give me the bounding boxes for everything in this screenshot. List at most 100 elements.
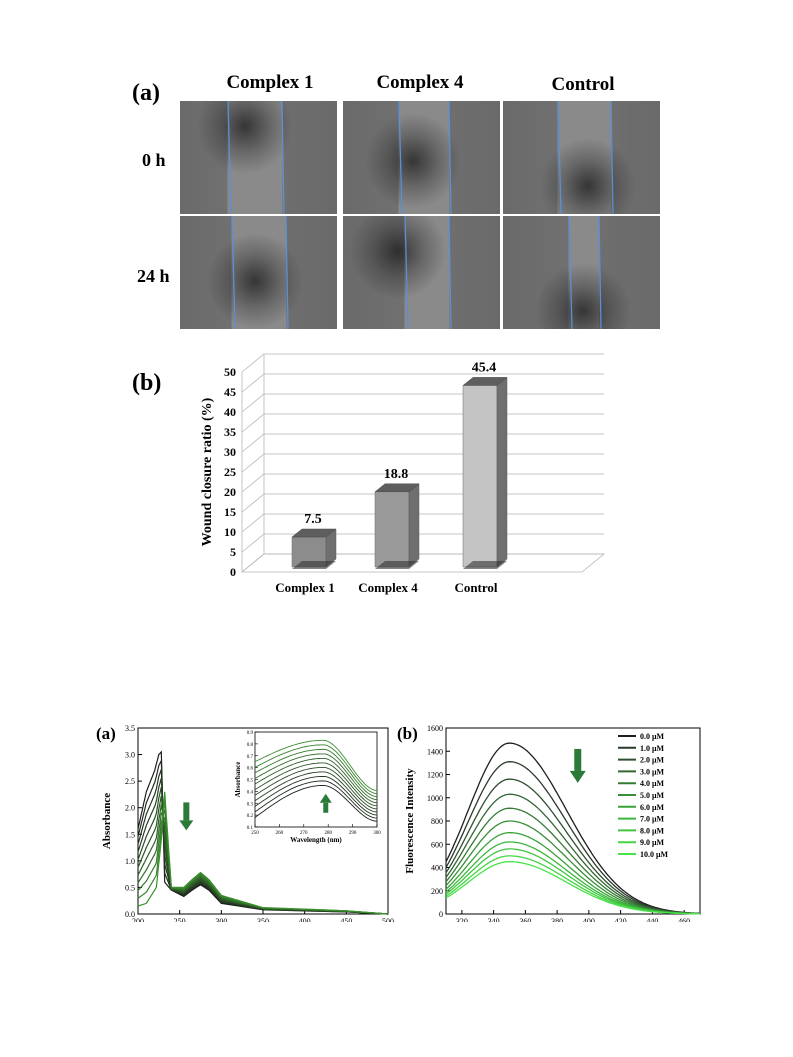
x-tick-label: 250 (174, 917, 186, 922)
legend-label: 6.0 μM (640, 803, 665, 812)
legend-label: 9.0 μM (640, 838, 665, 847)
y-tick-label: 0 (439, 910, 443, 919)
y-tick-label: 40 (224, 405, 236, 419)
y-tick-label: 15 (224, 505, 236, 519)
x-tick-label: 400 (583, 917, 595, 922)
gap-edge-left-line (568, 216, 573, 329)
inset-y-tick-label: 0.4 (247, 790, 254, 795)
y-tick-label: 50 (224, 365, 236, 379)
inset-y-tick-label: 0.3 (247, 802, 254, 807)
y-tick-label: 1.0 (125, 857, 135, 866)
inset-y-axis-label: Absorbance (234, 762, 242, 798)
legend-label: 3.0 μM (640, 767, 665, 776)
absorbance-series-line (137, 811, 389, 915)
inset-series-line (254, 780, 378, 819)
decrease-arrow-head (179, 820, 194, 831)
y-tick-label: 1600 (427, 724, 443, 733)
wound-closure-bar-chart: 0 5 10 15 20 25 30 35 40 45 50 Wound closure ratio … (200, 353, 606, 595)
bar-shadow (375, 561, 419, 569)
x-tick-label: Control (454, 580, 497, 595)
inset-x-tick-label: 280 (324, 831, 332, 836)
bar-shadow (292, 561, 336, 569)
inset-series-line (254, 757, 378, 804)
gridline (241, 473, 604, 493)
gap-edge-left-line (404, 216, 409, 329)
y-tick-label: 400 (431, 864, 443, 873)
inset-series-line (254, 771, 378, 813)
fluorescence-chart: 320 340 360 380 400 420 440 460 0 200 400 600 800 100… (404, 724, 701, 922)
x-tick-label: 450 (340, 917, 352, 922)
gap-edge-left-line (557, 101, 562, 214)
gridline (241, 513, 604, 533)
y-tick-label: 5 (230, 545, 236, 559)
x-tick-label: 500 (382, 917, 394, 922)
inset-series-line (254, 748, 378, 798)
inset-x-tick-label: 290 (349, 831, 357, 836)
bar-side (408, 483, 420, 568)
gap-edge-right-line (285, 216, 289, 329)
inset-series-line (254, 784, 378, 822)
column-title-control: Control (551, 74, 615, 95)
gridline (241, 353, 604, 373)
inset-y-tick-label: 0.6 (247, 767, 254, 772)
fluorescence-series-line (445, 861, 700, 915)
y-axis-label: Absorbance (101, 793, 113, 849)
micrograph-complex-1-24h (180, 216, 337, 329)
gap-edge-right-line (448, 101, 452, 214)
inset-x-tick-label: 250 (251, 831, 259, 836)
y-tick-label: 0 (230, 565, 236, 579)
gap-edge-left-line (227, 101, 232, 214)
bar-side (496, 376, 508, 568)
bar-data-label: 45.4 (472, 360, 497, 375)
micrograph-control-24h (503, 216, 660, 329)
decrease-arrow-shaft (574, 748, 582, 771)
y-tick-label: 10 (224, 525, 236, 539)
x-tick-label: Complex 1 (275, 580, 335, 595)
inset-x-tick-label: 300 (373, 831, 381, 836)
micrograph-complex-4-0h (343, 101, 500, 214)
gap-edge-right-line (281, 101, 285, 214)
inset-x-tick-label: 270 (300, 831, 308, 836)
row-label-24h: 24 h (137, 266, 170, 286)
bar-top (291, 528, 337, 538)
chart-floor (240, 553, 606, 573)
micrograph-complex-4-24h (343, 216, 500, 329)
y-tick-label: 2.5 (125, 777, 135, 786)
gap-edge-left-line (231, 216, 236, 329)
bottom-panel-b-label: (b) (397, 724, 418, 743)
x-tick-label: 360 (519, 917, 531, 922)
gap-edge-right-line (448, 216, 452, 329)
inset-series-line (254, 744, 378, 795)
legend-label: 7.0 μM (640, 815, 665, 824)
inset-y-tick-label: 0.9 (247, 731, 254, 736)
y-tick-label: 45 (224, 385, 236, 399)
legend-label: 8.0 μM (640, 826, 665, 835)
increase-arrow-shaft (323, 802, 329, 813)
y-tick-label: 3.0 (125, 751, 135, 760)
gridline (241, 413, 604, 433)
x-tick-label: 200 (132, 917, 144, 922)
inset-series-line (254, 753, 378, 801)
bar-front (462, 385, 498, 568)
top-panel-a-label: (a) (132, 80, 160, 106)
x-tick-label: 420 (615, 917, 627, 922)
y-tick-label: 600 (431, 840, 443, 849)
y-tick-label: 0.5 (125, 883, 135, 892)
column-title-complex-4: Complex 4 (376, 72, 464, 93)
gridline (241, 453, 604, 473)
x-tick-label: Complex 4 (358, 580, 418, 595)
micrograph-complex-1-0h (180, 101, 337, 214)
inset-y-tick-label: 0.2 (247, 814, 254, 819)
y-tick-label: 1.5 (125, 830, 135, 839)
gridline (241, 433, 604, 453)
y-tick-label: 0.0 (125, 910, 135, 919)
y-tick-label: 20 (224, 485, 236, 499)
y-tick-label: 1000 (427, 794, 443, 803)
y-tick-label: 1200 (427, 771, 443, 780)
increase-arrow-head (319, 793, 332, 803)
y-tick-label: 35 (224, 425, 236, 439)
row-label-0h: 0 h (142, 150, 166, 170)
gap-edge-right-line (610, 101, 614, 214)
bar-data-label: 7.5 (304, 512, 322, 527)
inset-series-line (254, 762, 378, 807)
